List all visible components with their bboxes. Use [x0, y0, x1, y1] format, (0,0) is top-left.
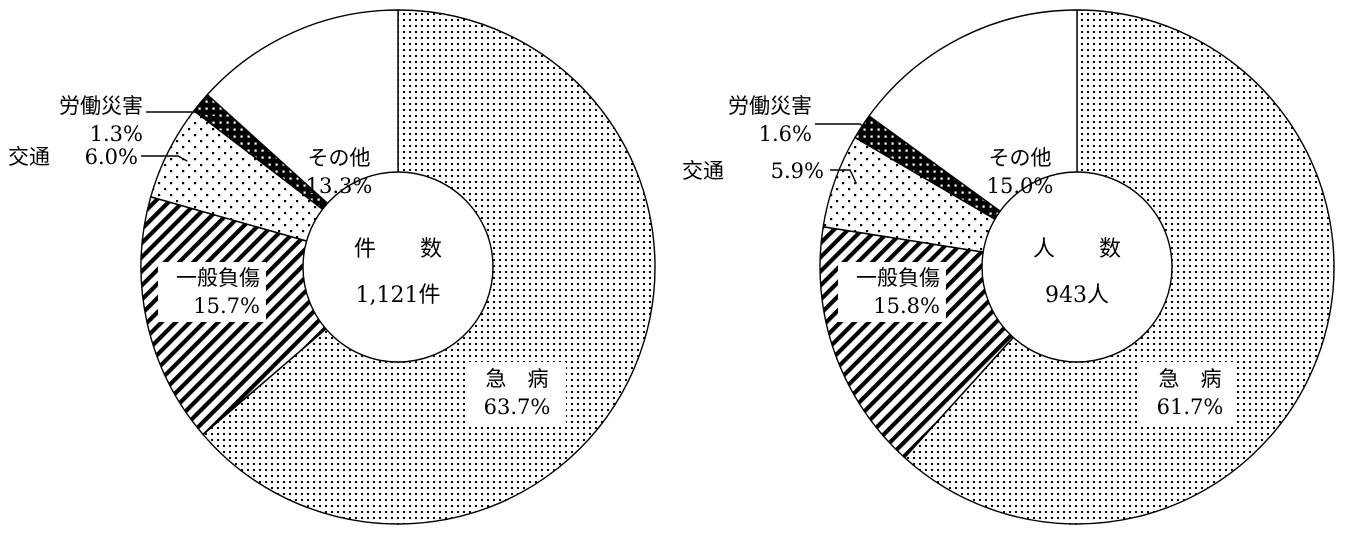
- slice-label-work-accident: 労働災害 1.3%: [59, 94, 143, 146]
- slice-value: 1.3%: [90, 122, 143, 146]
- slice-label-traffic: 交通 5.9%: [682, 159, 824, 183]
- slice-value: 13.3%: [306, 174, 373, 198]
- leader-lines: [141, 111, 216, 162]
- slice-label-sick: 急 病 61.7%: [1138, 362, 1236, 426]
- slice-label-other: その他 15.0%: [987, 146, 1054, 198]
- slice-value: 6.0%: [85, 145, 138, 169]
- leader-line: [146, 111, 216, 118]
- slice-name: 急 病: [1159, 367, 1222, 391]
- center-value: 1,121件: [356, 283, 441, 308]
- slice-name: 交通: [8, 145, 50, 169]
- slice-name: 一般負傷: [856, 266, 940, 290]
- leader-line: [141, 155, 188, 162]
- slice-label-sick: 急 病 63.7%: [468, 362, 566, 426]
- slice-label-other: その他 13.3%: [306, 146, 373, 198]
- slice-value: 15.8%: [873, 294, 940, 318]
- slice-label-work-accident: 労働災害 1.6%: [728, 94, 812, 146]
- slice-value: 1.6%: [759, 122, 812, 146]
- leader-line: [830, 169, 858, 184]
- slice-value: 15.7%: [193, 294, 260, 318]
- center-label: 人 数: [1033, 237, 1121, 262]
- slice-name: 労働災害: [59, 94, 143, 118]
- slice-label-general-injury: 一般負傷 15.8%: [838, 262, 946, 322]
- slice-value: 5.9%: [771, 159, 824, 183]
- slice-label-traffic: 交通 6.0%: [8, 145, 138, 169]
- slice-name: 一般負傷: [176, 266, 260, 290]
- center-value: 943人: [1045, 283, 1109, 308]
- slice-value: 63.7%: [484, 395, 551, 419]
- slice-name: 労働災害: [728, 94, 812, 118]
- pie-chart-cases: 件 数 1,121件 急 病 63.7% 一般負傷 15.7% 交通 6.0% …: [8, 9, 656, 525]
- slice-name: 急 病: [486, 367, 549, 391]
- slice-name: その他: [308, 146, 371, 170]
- pie-chart-persons: 人 数 943人 急 病 61.7% 一般負傷 15.8% 交通 5.9% 労働…: [682, 9, 1335, 525]
- leader-lines: [815, 123, 877, 184]
- slice-value: 15.0%: [987, 174, 1054, 198]
- donut-hole: [981, 171, 1173, 363]
- slice-name: その他: [989, 146, 1052, 170]
- donut-hole: [302, 171, 494, 363]
- leader-line: [815, 123, 877, 137]
- center-label: 件 数: [354, 237, 442, 262]
- slice-value: 61.7%: [1157, 395, 1224, 419]
- slice-name: 交通: [682, 159, 724, 183]
- slice-label-general-injury: 一般負傷 15.7%: [158, 262, 266, 322]
